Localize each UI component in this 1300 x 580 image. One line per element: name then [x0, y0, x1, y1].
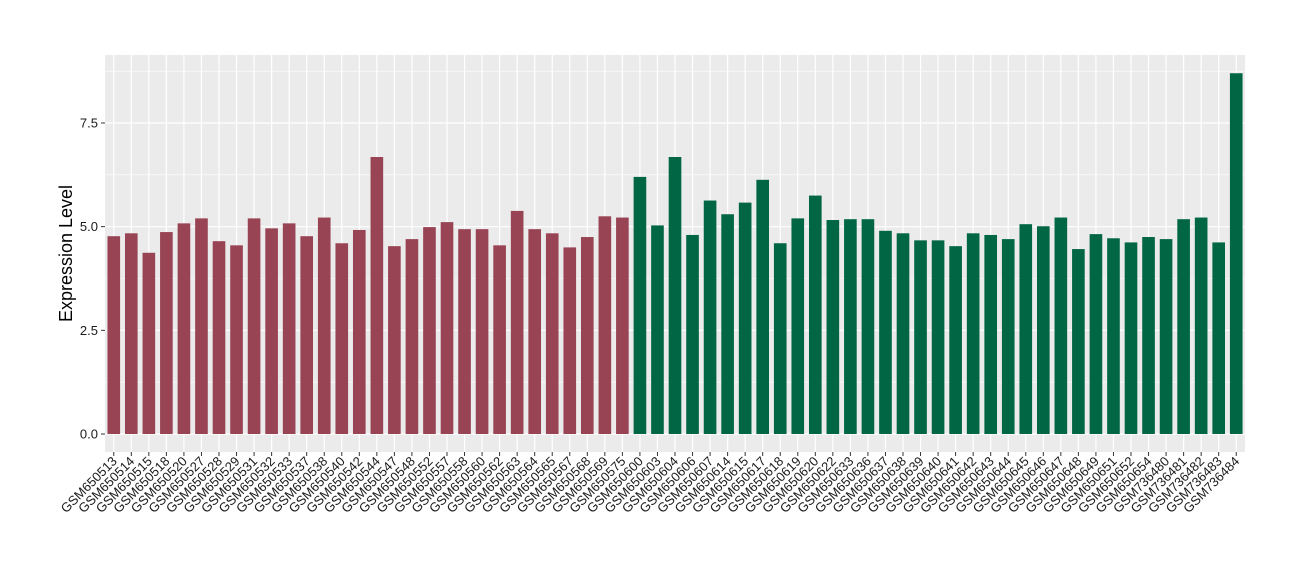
bar-GSM650641 — [949, 246, 962, 434]
bar-GSM650560 — [475, 229, 489, 434]
bar-GSM650645 — [1019, 224, 1033, 434]
bar-GSM736481 — [1177, 219, 1190, 434]
bar-GSM650637 — [879, 230, 892, 434]
bar-GSM650646 — [1036, 226, 1050, 434]
y-tick-label: 2.5 — [80, 323, 98, 338]
bar-GSM650643 — [984, 234, 998, 434]
bar-GSM650619 — [791, 218, 805, 434]
bar-GSM650538 — [317, 217, 331, 434]
bar-GSM650648 — [1072, 249, 1085, 434]
y-axis: 0.0 2.5 5.0 7.5 — [80, 116, 105, 442]
bar-GSM650552 — [423, 227, 436, 434]
bar-GSM650528 — [212, 241, 226, 434]
bar-GSM650622 — [826, 220, 840, 434]
x-axis: GSM650513GSM650514GSM650515GSM650518GSM6… — [58, 452, 1242, 516]
bar-GSM650568 — [580, 237, 594, 434]
bar-GSM650639 — [914, 240, 927, 434]
bar-GSM650565 — [545, 233, 559, 434]
bar-GSM650606 — [686, 234, 699, 434]
bar-GSM650636 — [861, 219, 875, 434]
bar-GSM650557 — [440, 222, 454, 434]
bar-GSM650604 — [668, 157, 682, 434]
bar-GSM650644 — [1001, 239, 1015, 434]
bar-GSM650563 — [510, 210, 524, 434]
bar-GSM650647 — [1054, 217, 1068, 434]
bar-GSM650567 — [563, 247, 577, 434]
bar-GSM650603 — [651, 225, 664, 434]
bar-GSM650520 — [177, 223, 191, 434]
bar-GSM650651 — [1107, 238, 1120, 434]
bar-GSM650514 — [124, 233, 138, 434]
bar-GSM650614 — [721, 214, 734, 434]
bar-GSM650569 — [598, 216, 612, 434]
bar-GSM736482 — [1194, 217, 1208, 434]
bar-GSM650652 — [1124, 242, 1138, 434]
bar-GSM650654 — [1142, 237, 1155, 434]
bar-GSM650558 — [458, 229, 471, 434]
bar-GSM650562 — [493, 245, 506, 434]
bar-GSM650537 — [300, 236, 314, 434]
bar-GSM650547 — [388, 246, 401, 434]
bar-GSM650633 — [844, 219, 857, 434]
bar-GSM650638 — [896, 233, 910, 434]
bar-GSM650564 — [528, 229, 542, 434]
bar-GSM650618 — [773, 243, 787, 434]
bar-GSM650515 — [142, 252, 156, 434]
bar-GSM650529 — [230, 245, 243, 434]
bar-GSM736483 — [1212, 242, 1226, 434]
bar-GSM650649 — [1089, 234, 1103, 434]
bar-GSM736480 — [1159, 239, 1173, 434]
y-tick-label: 0.0 — [80, 427, 98, 442]
bar-GSM650548 — [405, 239, 419, 434]
bar-GSM650620 — [808, 195, 822, 434]
y-axis-title: Expression Level — [56, 185, 76, 322]
y-tick-label: 5.0 — [80, 219, 98, 234]
bar-GSM650615 — [738, 202, 752, 434]
bar-GSM650544 — [370, 157, 384, 434]
bar-GSM650607 — [703, 200, 717, 434]
y-tick-label: 7.5 — [80, 116, 98, 131]
bar-GSM650531 — [247, 218, 261, 434]
bar-GSM650617 — [756, 179, 770, 434]
bar-GSM650600 — [633, 176, 647, 434]
bar-GSM650532 — [265, 228, 278, 434]
bar-GSM650533 — [282, 223, 296, 434]
bar-GSM650540 — [335, 243, 349, 434]
bar-GSM650527 — [195, 218, 208, 434]
bar-GSM650642 — [966, 233, 980, 434]
bar-GSM650542 — [352, 229, 366, 434]
bar-GSM650518 — [160, 232, 173, 434]
bar-GSM650513 — [107, 236, 121, 434]
bars — [107, 73, 1243, 435]
bar-GSM736484 — [1229, 73, 1243, 435]
bar-GSM650575 — [616, 217, 629, 434]
bar-GSM650640 — [931, 240, 945, 434]
